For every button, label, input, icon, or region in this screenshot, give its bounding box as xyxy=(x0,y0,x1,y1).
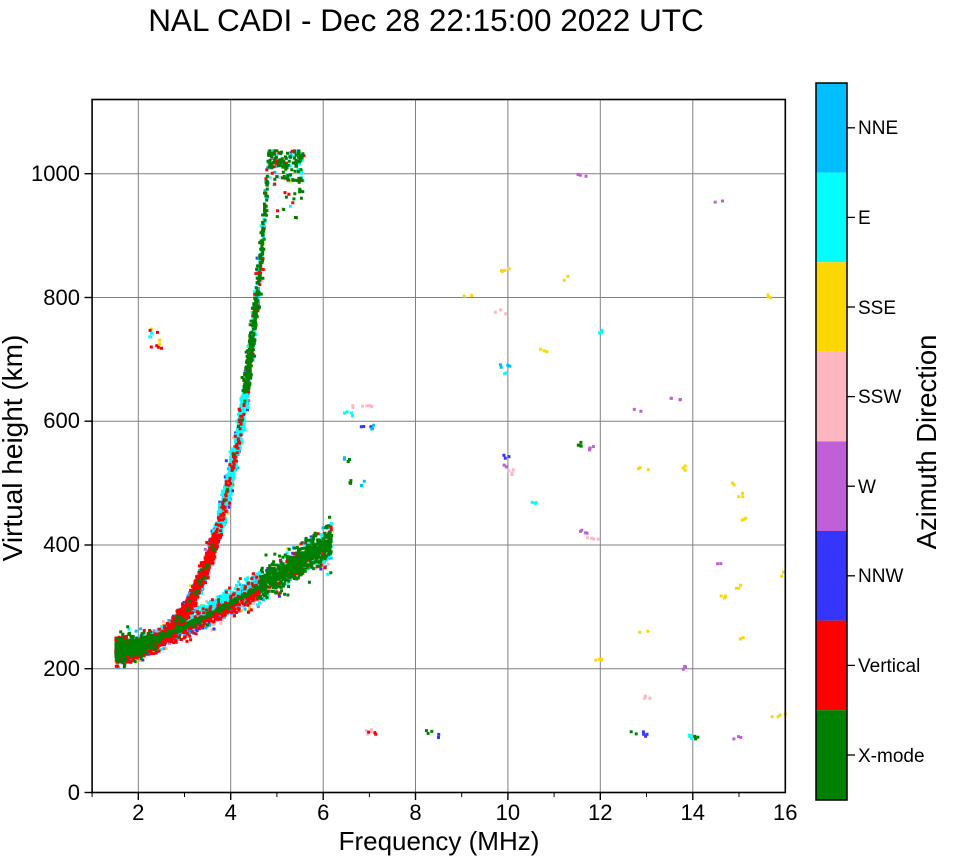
svg-text:1000: 1000 xyxy=(31,161,80,186)
svg-text:14: 14 xyxy=(681,800,705,825)
svg-text:16: 16 xyxy=(773,800,797,825)
svg-text:12: 12 xyxy=(588,800,612,825)
svg-text:Virtual height (km): Virtual height (km) xyxy=(0,335,28,562)
svg-text:400: 400 xyxy=(43,532,80,557)
svg-text:800: 800 xyxy=(43,285,80,310)
svg-text:600: 600 xyxy=(43,408,80,433)
svg-text:SSW: SSW xyxy=(858,387,901,408)
svg-text:10: 10 xyxy=(496,800,520,825)
svg-text:E: E xyxy=(858,208,871,229)
svg-text:W: W xyxy=(858,477,876,498)
svg-text:0: 0 xyxy=(68,780,80,805)
svg-text:Vertical: Vertical xyxy=(858,656,920,677)
svg-text:NNE: NNE xyxy=(858,118,898,139)
svg-text:SSE: SSE xyxy=(858,298,896,319)
svg-text:Azimuth Direction: Azimuth Direction xyxy=(911,335,942,550)
svg-text:Frequency (MHz): Frequency (MHz) xyxy=(339,826,540,856)
svg-text:200: 200 xyxy=(43,656,80,681)
svg-text:X-mode: X-mode xyxy=(858,746,925,767)
svg-text:4: 4 xyxy=(225,800,237,825)
svg-text:2: 2 xyxy=(132,800,144,825)
svg-text:8: 8 xyxy=(409,800,421,825)
svg-text:NNW: NNW xyxy=(858,566,903,587)
svg-text:6: 6 xyxy=(317,800,329,825)
svg-text:NAL CADI - Dec 28 22:15:00 202: NAL CADI - Dec 28 22:15:00 2022 UTC xyxy=(148,2,704,38)
